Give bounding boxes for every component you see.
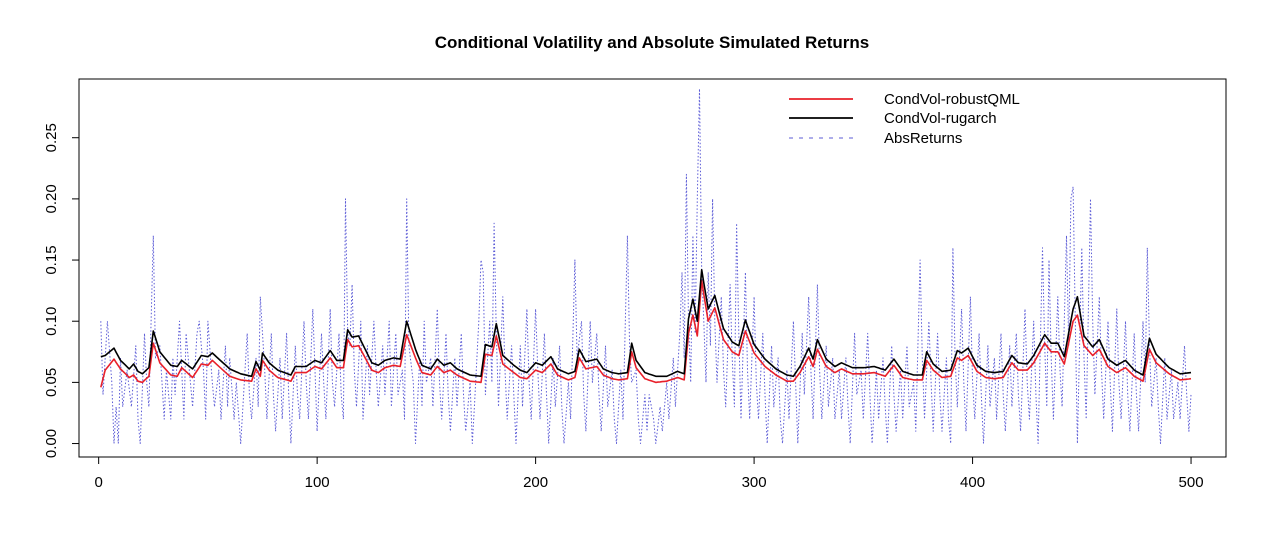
y-tick-label: 0.20 — [43, 184, 60, 213]
x-tick-label: 0 — [94, 474, 102, 491]
y-tick-label: 0.10 — [43, 307, 60, 336]
x-axis: 0 100 200 300 400 500 — [94, 456, 1204, 491]
x-tick-label: 200 — [523, 474, 548, 491]
series-line-condvol-rugarch — [100, 269, 1192, 378]
x-tick-label: 300 — [742, 474, 767, 491]
y-tick-label: 0.25 — [43, 123, 60, 152]
legend-label: AbsReturns — [884, 130, 962, 147]
legend-label: CondVol-robustQML — [884, 91, 1020, 108]
y-tick-label: 0.15 — [43, 245, 60, 274]
series-layer — [100, 88, 1192, 444]
x-tick-label: 100 — [305, 474, 330, 491]
y-tick-label: 0.00 — [43, 429, 60, 458]
y-axis: 0.00 0.05 0.10 0.15 0.20 0.25 — [43, 123, 80, 458]
x-tick-label: 400 — [960, 474, 985, 491]
x-tick-label: 500 — [1179, 474, 1204, 491]
legend: CondVol-robustQML CondVol-rugarch AbsRetur… — [789, 91, 1020, 147]
series-line-condvol-robustqml — [100, 280, 1192, 388]
y-tick-label: 0.05 — [43, 368, 60, 397]
chart-title: Conditional Volatility and Absolute Simu… — [435, 33, 869, 52]
series-line-absreturns — [100, 88, 1192, 444]
plot-frame — [78, 78, 1227, 458]
legend-label: CondVol-rugarch — [884, 110, 997, 127]
